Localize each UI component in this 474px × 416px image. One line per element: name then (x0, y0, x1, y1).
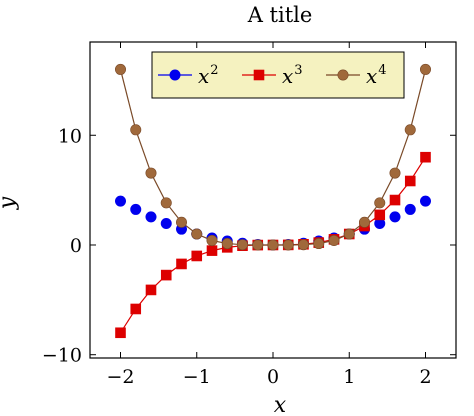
data-point (115, 195, 127, 207)
legend: x2 x3 x4 (151, 51, 405, 99)
y-tick-label: 10 (58, 125, 82, 147)
series-layer (115, 63, 431, 339)
data-point (374, 209, 386, 221)
legend-label: x3 (282, 63, 303, 88)
data-point (191, 250, 203, 262)
y-tick-label: −10 (42, 345, 82, 367)
data-point (115, 327, 126, 339)
data-point (130, 124, 142, 136)
data-point (389, 194, 401, 206)
data-point (237, 239, 249, 251)
data-point (160, 217, 172, 229)
data-point (374, 197, 386, 209)
data-point (282, 239, 294, 251)
data-point (145, 167, 157, 179)
data-point (206, 234, 218, 246)
data-point (145, 211, 157, 223)
data-point (160, 269, 172, 281)
data-point (221, 238, 233, 250)
series-3 (115, 63, 431, 251)
data-point (404, 203, 416, 215)
data-point (389, 167, 401, 179)
data-point (419, 63, 431, 75)
legend-label: x2 (198, 63, 219, 88)
data-point (328, 234, 340, 246)
data-point (115, 63, 127, 75)
data-point (145, 284, 157, 296)
legend-box (151, 51, 405, 99)
legend-label: x4 (366, 63, 387, 88)
data-point (313, 238, 325, 250)
legend-entry: x2 (158, 63, 219, 88)
data-point (191, 228, 203, 240)
y-axis-label: y (0, 196, 20, 210)
data-point (358, 216, 370, 228)
data-point (297, 239, 309, 251)
data-point (420, 151, 431, 163)
x-tick-label: 1 (343, 366, 355, 388)
data-point (267, 239, 279, 251)
y-tick-label: 0 (70, 235, 82, 257)
data-point (404, 124, 416, 136)
data-point (130, 303, 142, 315)
data-point (206, 245, 218, 256)
chart-title: A title (247, 3, 313, 27)
legend-swatch-marker (337, 69, 349, 81)
data-point (389, 211, 401, 223)
data-point (419, 195, 431, 207)
x-tick-label: 2 (419, 366, 431, 388)
legend-swatch-marker (253, 69, 265, 81)
legend-swatch-marker (169, 69, 181, 81)
x-tick-label: −2 (106, 366, 134, 388)
data-point (176, 216, 188, 228)
data-point (160, 197, 172, 209)
legend-entry: x3 (242, 63, 303, 88)
data-point (404, 175, 416, 187)
data-point (176, 258, 187, 270)
x-tick-label: −1 (183, 366, 211, 388)
legend-entry: x4 (326, 63, 387, 88)
data-point (130, 203, 142, 215)
x-tick-label: 0 (267, 366, 279, 388)
data-point (343, 228, 355, 240)
data-point (252, 239, 264, 251)
x-axis-label: x (274, 393, 287, 416)
